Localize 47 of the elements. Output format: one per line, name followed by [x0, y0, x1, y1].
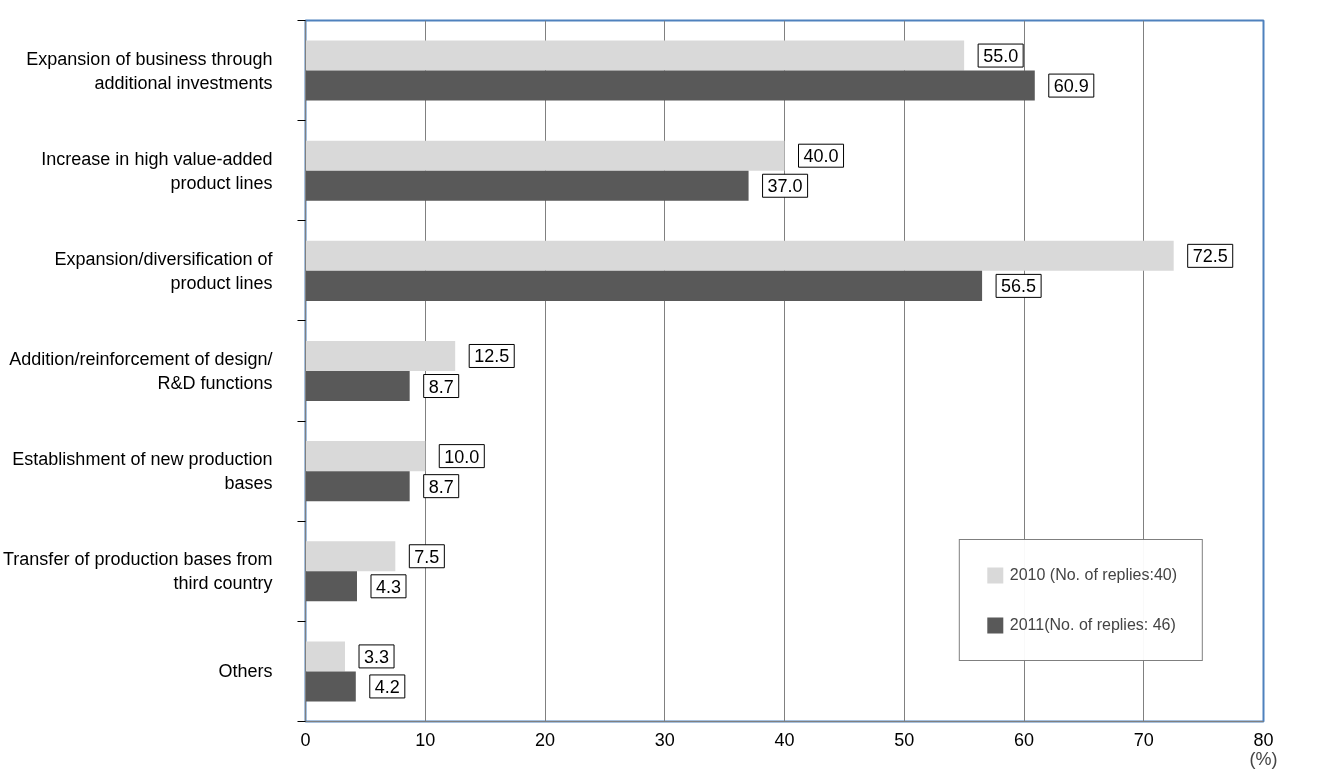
y-tick-label: Establishment of new production bases — [12, 449, 273, 494]
bar — [305, 671, 356, 702]
legend-label: 2010 (No. of replies:40) — [1009, 566, 1177, 584]
bar — [305, 140, 785, 171]
data-label: 8.7 — [428, 476, 454, 497]
data-label: 56.5 — [1001, 276, 1037, 297]
y-tick-label: Addition/reinforcement of design/ R&D functions — [9, 349, 273, 393]
data-label: 60.9 — [1053, 76, 1089, 97]
x-axis-title: (%) — [1249, 748, 1278, 769]
y-tick-label: Transfer of production bases from third country — [3, 549, 273, 594]
x-tick-label: 60 — [1013, 729, 1035, 750]
bar — [305, 641, 346, 672]
y-tick-label: Others — [218, 661, 273, 682]
data-label: 4.3 — [375, 576, 402, 597]
data-label: 12.5 — [474, 346, 510, 367]
x-tick-label: 30 — [654, 729, 675, 750]
bar — [305, 471, 410, 502]
bar — [305, 170, 749, 201]
bar — [305, 441, 426, 472]
bar — [305, 340, 456, 371]
bar — [305, 270, 983, 301]
y-tick-label: Expansion/diversification of product lines — [54, 248, 274, 293]
data-label: 72.5 — [1192, 246, 1228, 267]
x-tick-label: 40 — [774, 729, 795, 750]
bar — [305, 541, 396, 572]
data-label: 8.7 — [428, 376, 454, 397]
data-label: 55.0 — [983, 46, 1019, 67]
bar — [305, 40, 965, 71]
bar — [305, 240, 1174, 271]
y-tick-label: Increase in high value-added product lines — [41, 148, 273, 193]
data-label: 3.3 — [364, 646, 390, 667]
y-tick-label: Expansion of business through additional investments — [26, 48, 273, 93]
x-tick-label: 50 — [894, 729, 915, 750]
bar — [305, 70, 1035, 101]
data-label: 4.2 — [374, 676, 400, 697]
x-tick-label: 0 — [300, 729, 311, 750]
x-tick-label: 70 — [1133, 729, 1154, 750]
x-tick-label: 20 — [534, 729, 556, 750]
x-tick-label: 10 — [415, 729, 436, 750]
data-label: 40.0 — [803, 146, 839, 167]
x-tick-label: 80 — [1253, 729, 1274, 750]
data-label: 7.5 — [414, 546, 440, 567]
data-label: 37.0 — [767, 176, 803, 197]
bar — [305, 571, 357, 602]
data-label: 10.0 — [444, 446, 480, 467]
bar — [305, 371, 410, 402]
legend-label: 2011(No. of replies: 46) — [1009, 616, 1176, 634]
